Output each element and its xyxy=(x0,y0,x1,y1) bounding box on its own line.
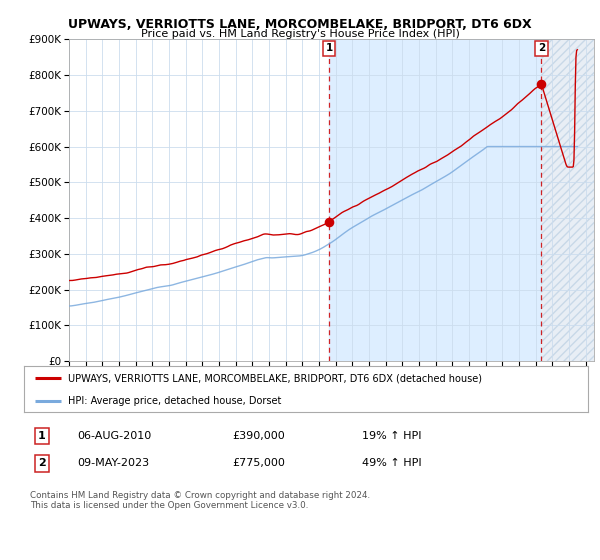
Text: 1: 1 xyxy=(38,431,46,441)
Bar xyxy=(541,39,594,361)
Text: UPWAYS, VERRIOTTS LANE, MORCOMBELAKE, BRIDPORT, DT6 6DX: UPWAYS, VERRIOTTS LANE, MORCOMBELAKE, BR… xyxy=(68,18,532,31)
Text: 2: 2 xyxy=(38,459,46,468)
Text: 2: 2 xyxy=(538,43,545,53)
Text: Contains HM Land Registry data © Crown copyright and database right 2024.
This d: Contains HM Land Registry data © Crown c… xyxy=(29,491,370,510)
Text: £390,000: £390,000 xyxy=(233,431,286,441)
Text: Price paid vs. HM Land Registry's House Price Index (HPI): Price paid vs. HM Land Registry's House … xyxy=(140,29,460,39)
Text: 49% ↑ HPI: 49% ↑ HPI xyxy=(362,459,422,468)
Text: HPI: Average price, detached house, Dorset: HPI: Average price, detached house, Dors… xyxy=(68,396,281,407)
Text: 19% ↑ HPI: 19% ↑ HPI xyxy=(362,431,422,441)
Bar xyxy=(329,39,541,361)
Text: 06-AUG-2010: 06-AUG-2010 xyxy=(77,431,152,441)
Point xyxy=(536,80,546,88)
Text: £775,000: £775,000 xyxy=(233,459,286,468)
Text: 09-MAY-2023: 09-MAY-2023 xyxy=(77,459,150,468)
Text: UPWAYS, VERRIOTTS LANE, MORCOMBELAKE, BRIDPORT, DT6 6DX (detached house): UPWAYS, VERRIOTTS LANE, MORCOMBELAKE, BR… xyxy=(68,374,482,384)
Text: 1: 1 xyxy=(325,43,332,53)
Point xyxy=(324,217,334,226)
